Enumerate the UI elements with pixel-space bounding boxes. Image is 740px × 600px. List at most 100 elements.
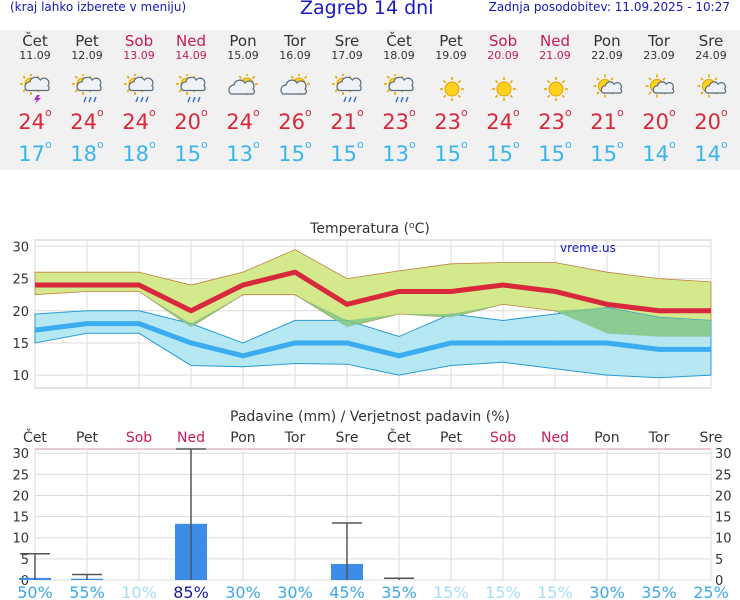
day-name: Pon	[593, 32, 621, 50]
precip-probability: 85%	[173, 583, 209, 600]
precip-chart-title: Padavine (mm) / Verjetnost padavin (%)	[230, 409, 510, 425]
day-name: Sob	[488, 32, 518, 50]
precip-day-label: Sob	[126, 430, 152, 446]
precip-y-tick-left: 20	[12, 489, 29, 504]
top-bar: (kraj lahko izberete v meniju) Zagreb 14…	[0, 0, 740, 22]
precip-probability: 30%	[277, 583, 313, 600]
precip-y-tick-left: 5	[21, 553, 29, 568]
sun-cloud-icon	[279, 73, 313, 104]
sun-icon	[487, 74, 521, 104]
page-title: Zagreb 14 dni	[300, 0, 434, 19]
day-column: Ned 14.09 20o 15o	[165, 30, 217, 167]
day-date: 12.09	[71, 49, 103, 62]
precip-y-tick-left: 25	[12, 468, 29, 483]
min-temp: 18o	[70, 138, 104, 166]
precip-probability: 45%	[329, 583, 365, 600]
day-column: Sob 20.09 24o 15o	[477, 30, 529, 167]
precip-y-tick-right: 0	[715, 574, 723, 589]
day-name: Sre	[698, 32, 724, 50]
precip-y-tick-left: 30	[12, 447, 29, 462]
precip-probability: 35%	[641, 583, 677, 600]
watermark: vreme.us	[560, 241, 616, 255]
min-temp: 15o	[486, 138, 520, 166]
min-temp: 14o	[694, 138, 728, 166]
day-column: Tor 23.09 20o 14o	[633, 30, 685, 167]
sun-cloud-storm-icon	[19, 73, 53, 104]
sun-cloud-icon	[227, 73, 261, 104]
precip-day-label: Čet	[23, 428, 47, 446]
sun-icon	[539, 74, 573, 104]
sun-cloud-rain-icon	[175, 73, 209, 104]
precip-probability: 15%	[485, 583, 521, 600]
precip-plot-area	[34, 448, 712, 581]
precip-day-label: Tor	[648, 430, 670, 446]
day-column: Pet 12.09 24o 18o	[61, 30, 113, 167]
day-column: Čet 18.09 23o 13o	[373, 30, 425, 167]
min-temp: 17o	[18, 138, 52, 166]
max-temp-line	[35, 269, 711, 314]
max-temp: 24o	[122, 106, 156, 134]
max-temp: 24o	[70, 106, 104, 134]
precip-day-label: Pon	[230, 430, 255, 446]
max-temp: 24o	[226, 106, 260, 134]
temp-y-tick: 20	[12, 305, 29, 320]
precip-probability: 25%	[693, 583, 729, 600]
day-name: Pet	[75, 32, 99, 50]
temp-y-tick: 15	[12, 337, 29, 352]
day-date: 13.09	[123, 49, 155, 62]
max-temp: 20o	[694, 106, 728, 134]
temp-y-tick: 30	[12, 240, 29, 255]
day-date: 11.09	[19, 49, 51, 62]
precip-probability: 30%	[589, 583, 625, 600]
precip-day-label: Pet	[440, 430, 463, 446]
max-temp: 21o	[590, 106, 624, 134]
day-date: 14.09	[175, 49, 207, 62]
day-column: Sob 13.09 24o 18o	[113, 30, 165, 167]
day-name: Pet	[439, 32, 463, 50]
day-name: Ned	[540, 32, 570, 50]
temp-y-tick: 25	[12, 273, 29, 288]
min-temp: 13o	[226, 138, 260, 166]
day-name: Tor	[284, 32, 306, 50]
min-temp: 15o	[330, 138, 364, 166]
precip-probability: 15%	[537, 583, 573, 600]
day-column: Ned 21.09 23o 15o	[529, 30, 581, 167]
max-temp: 24o	[18, 106, 52, 134]
day-name: Čet	[386, 32, 412, 50]
day-column: Sre 17.09 21o 15o	[321, 30, 373, 167]
sun-small-cloud-icon	[643, 74, 677, 104]
precip-day-label: Sob	[490, 430, 516, 446]
last-update: Zadnja posodobitev: 11.09.2025 - 10:27	[488, 0, 730, 14]
max-temp: 26o	[278, 106, 312, 134]
precip-day-label: Ned	[177, 430, 205, 446]
day-name: Tor	[648, 32, 670, 50]
day-name: Sob	[124, 32, 154, 50]
precip-probability: 50%	[17, 583, 53, 600]
max-temp: 23o	[538, 106, 572, 134]
min-temp: 15o	[538, 138, 572, 166]
precip-day-label: Sre	[700, 430, 723, 446]
day-date: 19.09	[435, 49, 467, 62]
sun-icon	[435, 74, 469, 104]
min-temp: 15o	[590, 138, 624, 166]
location-hint: (kraj lahko izberete v meniju)	[10, 0, 187, 14]
day-name: Ned	[176, 32, 206, 50]
precip-y-tick-right: 20	[715, 489, 732, 504]
precip-y-tick-right: 5	[715, 553, 723, 568]
day-column: Sre 24.09 20o 14o	[685, 30, 737, 167]
min-temp: 15o	[434, 138, 468, 166]
day-date: 23.09	[643, 49, 675, 62]
precip-day-label: Tor	[284, 430, 306, 446]
day-date: 24.09	[695, 49, 727, 62]
sun-cloud-rain-icon	[71, 73, 105, 104]
sun-small-cloud-icon	[695, 74, 729, 104]
day-date: 22.09	[591, 49, 623, 62]
day-date: 17.09	[331, 49, 363, 62]
max-temp: 20o	[642, 106, 676, 134]
max-temp: 20o	[174, 106, 208, 134]
day-date: 21.09	[539, 49, 571, 62]
precip-y-tick-right: 10	[715, 532, 732, 547]
precip-day-label: Ned	[541, 430, 569, 446]
day-column: Pon 15.09 24o 13o	[217, 30, 269, 167]
